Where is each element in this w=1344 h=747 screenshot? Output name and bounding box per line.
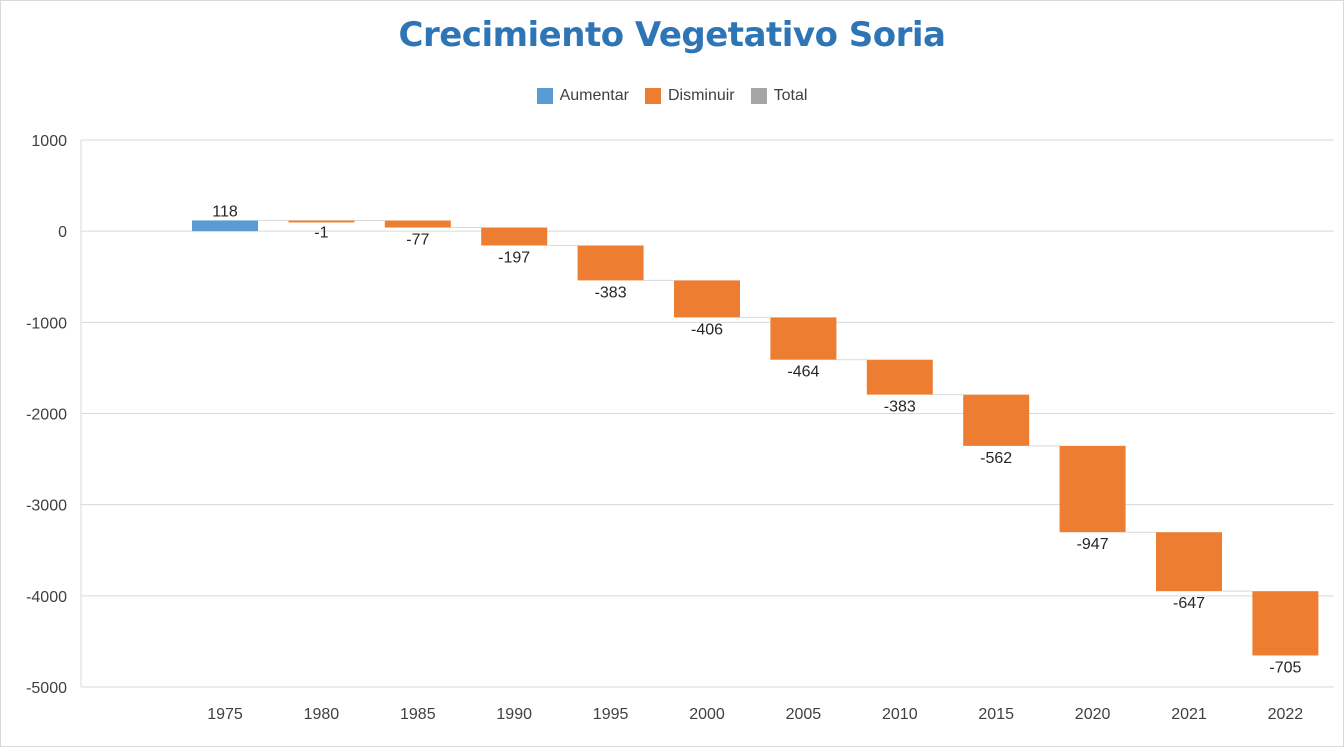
- waterfall-bar: [481, 227, 548, 246]
- waterfall-bar: [384, 220, 451, 228]
- data-label: -705: [1269, 659, 1301, 676]
- y-tick-label: 0: [58, 224, 67, 241]
- waterfall-bar: [1156, 532, 1222, 592]
- data-label: -406: [691, 321, 723, 338]
- data-label: 118: [212, 203, 238, 220]
- x-tick-label: 2015: [978, 706, 1014, 723]
- x-tick-label: 1985: [400, 706, 436, 723]
- x-tick-label: 2020: [1075, 706, 1111, 723]
- y-tick-label: -1000: [26, 315, 67, 332]
- legend-item-aumentar: Aumentar: [536, 87, 629, 105]
- x-tick-label: 1980: [304, 706, 340, 723]
- waterfall-bar: [192, 220, 258, 232]
- x-tick-label: 2000: [689, 706, 725, 723]
- waterfall-bar: [1059, 445, 1126, 533]
- legend-item-disminuir: Disminuir: [644, 87, 735, 105]
- legend-label-aumentar: Aumentar: [559, 87, 629, 104]
- chart-title: Crecimiento Vegetativo Soria: [398, 15, 946, 55]
- chart-legend: Aumentar Disminuir Total: [1, 87, 1343, 105]
- waterfall-bar: [963, 394, 1030, 446]
- data-label: -1: [314, 225, 328, 242]
- waterfall-bar: [770, 317, 837, 360]
- y-tick-label: -4000: [26, 589, 67, 606]
- x-tick-label: 2022: [1268, 706, 1304, 723]
- data-label: -562: [980, 450, 1012, 467]
- data-label: -947: [1077, 536, 1109, 553]
- y-tick-label: 1000: [31, 133, 67, 150]
- legend-label-total: Total: [773, 87, 808, 104]
- waterfall-bar: [577, 245, 644, 281]
- x-tick-label: 2005: [786, 706, 822, 723]
- x-tick-label: 1975: [207, 706, 243, 723]
- legend-swatch-total: [750, 88, 767, 104]
- x-tick-label: 1990: [496, 706, 532, 723]
- y-tick-label: -5000: [26, 680, 67, 697]
- legend-item-total: Total: [750, 87, 808, 105]
- y-tick-label: -2000: [26, 407, 67, 424]
- legend-swatch-aumentar: [536, 88, 553, 104]
- data-label: -383: [884, 399, 916, 416]
- x-tick-label: 2021: [1171, 706, 1207, 723]
- data-label: -464: [787, 364, 819, 381]
- legend-swatch-disminuir: [644, 88, 661, 104]
- waterfall-bar: [1252, 591, 1319, 656]
- waterfall-bar: [288, 220, 355, 223]
- y-tick-label: -3000: [26, 498, 67, 515]
- data-label: -197: [498, 249, 530, 266]
- x-tick-label: 2010: [882, 706, 918, 723]
- x-tick-label: 1995: [593, 706, 629, 723]
- data-label: -77: [406, 232, 429, 249]
- legend-label-disminuir: Disminuir: [667, 87, 735, 104]
- waterfall-bar: [674, 280, 740, 318]
- data-label: -383: [595, 284, 627, 301]
- data-label: -647: [1173, 595, 1205, 612]
- waterfall-bar: [866, 359, 933, 395]
